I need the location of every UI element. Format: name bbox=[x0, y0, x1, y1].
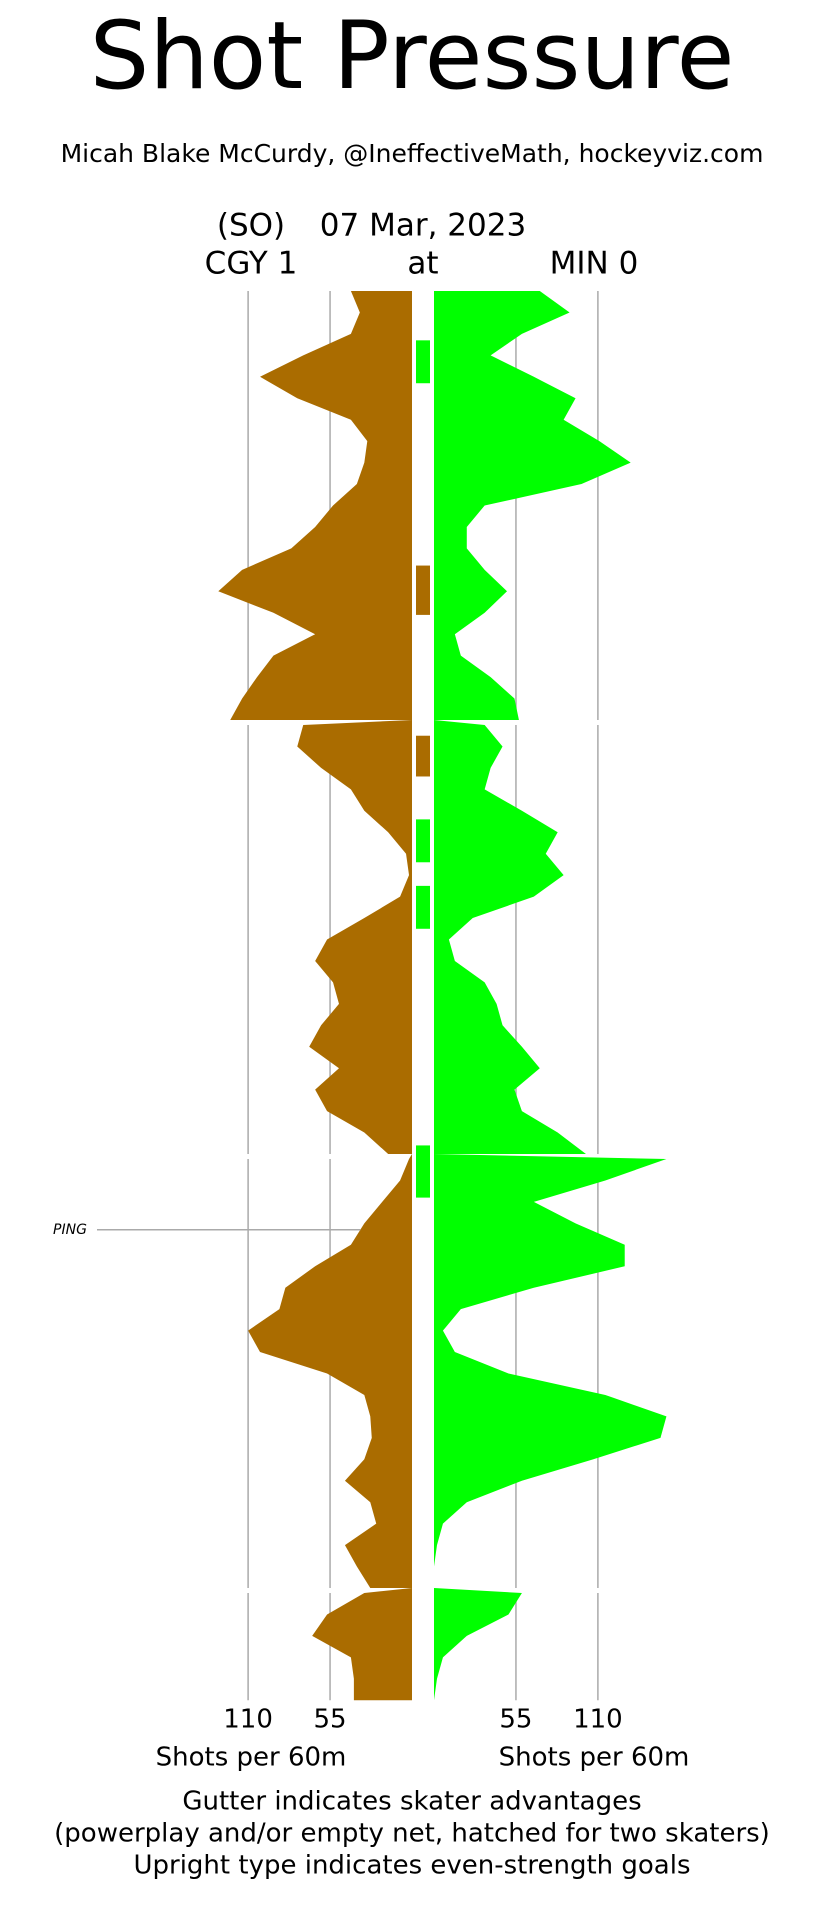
note: Upright type indicates even-strength goa… bbox=[133, 1851, 690, 1881]
x-tick-label: 110 bbox=[573, 1705, 623, 1735]
x-axis-label: Shots per 60m bbox=[156, 1743, 347, 1773]
advantage bbox=[416, 735, 430, 777]
advantage bbox=[416, 340, 430, 384]
x-axis-label: Shots per 60m bbox=[499, 1743, 690, 1773]
pressure-area bbox=[434, 720, 586, 1154]
pressure-area bbox=[312, 1588, 412, 1701]
chart-title: Shot Pressure bbox=[90, 2, 735, 111]
note: (powerplay and/or empty net, hatched for… bbox=[54, 1819, 770, 1849]
x-tick-label: 110 bbox=[223, 1705, 273, 1735]
pressure-area bbox=[434, 1154, 667, 1588]
x-tick-label: 55 bbox=[499, 1705, 532, 1735]
x-tick-label: 55 bbox=[314, 1705, 347, 1735]
game-date: 07 Mar, 2023 bbox=[320, 208, 526, 244]
note: Gutter indicates skater advantages bbox=[182, 1787, 641, 1817]
goal-label: PING bbox=[53, 1222, 87, 1238]
home-team: MIN 0 bbox=[550, 246, 639, 282]
subtitle: Micah Blake McCurdy, @IneffectiveMath, h… bbox=[61, 139, 764, 168]
pressure-area bbox=[297, 720, 412, 1154]
advantage bbox=[416, 565, 430, 615]
pressure-area bbox=[218, 291, 412, 720]
advantage bbox=[416, 819, 430, 863]
advantage bbox=[416, 1145, 430, 1198]
at-label: at bbox=[407, 246, 438, 282]
pressure-area bbox=[434, 291, 631, 720]
away-team: CGY 1 bbox=[205, 246, 298, 282]
pressure-area bbox=[434, 1588, 522, 1701]
pressure-area bbox=[248, 1154, 412, 1588]
advantage bbox=[416, 885, 430, 929]
game-type: (SO) bbox=[217, 208, 285, 244]
